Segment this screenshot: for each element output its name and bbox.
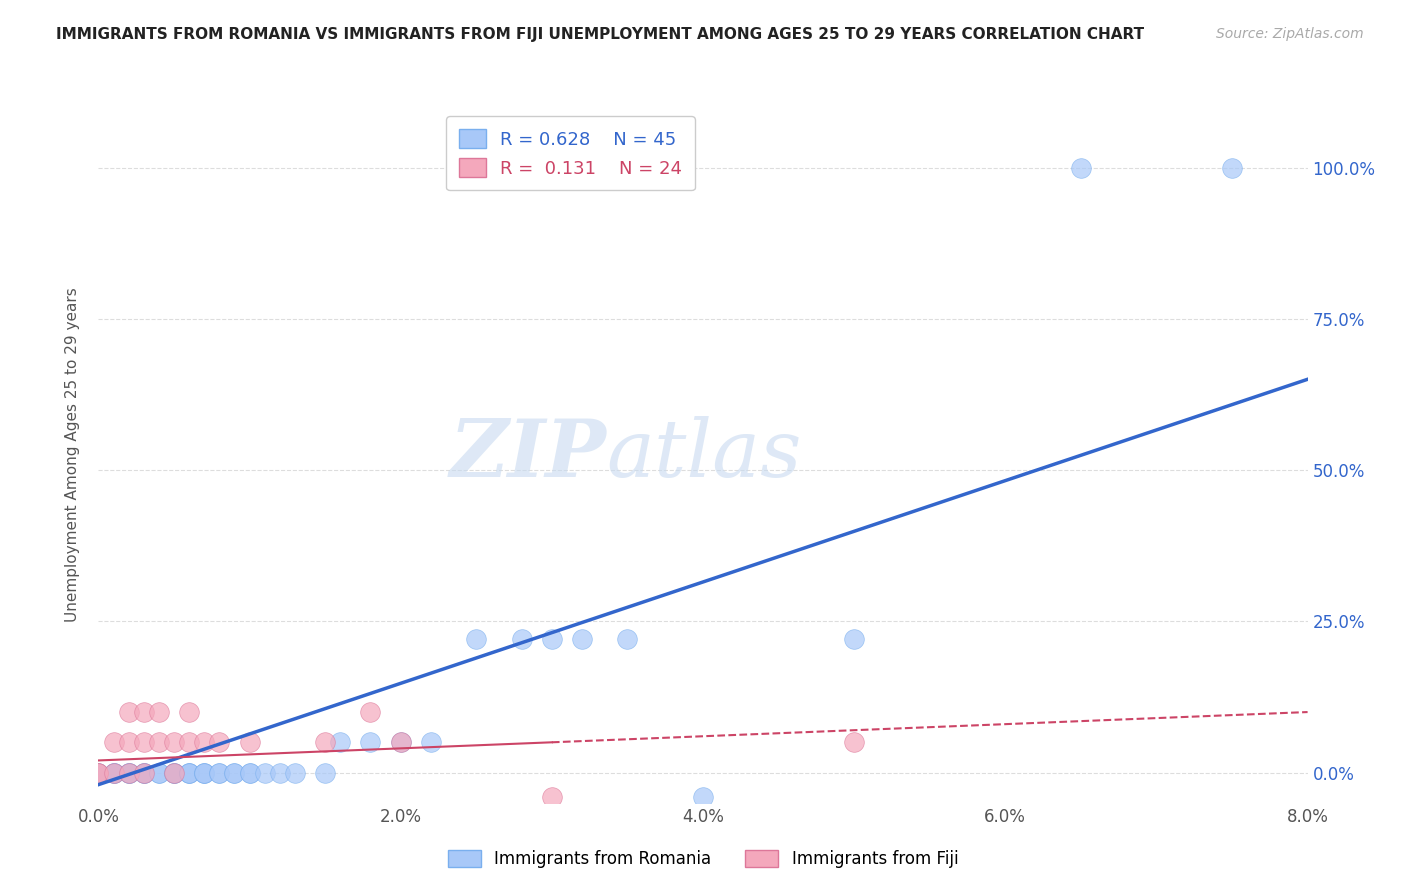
Point: [118, 765, 141, 780]
Point: [179, 765, 201, 780]
Point: [87, 765, 110, 780]
Point: [239, 765, 262, 780]
Point: [87, 765, 110, 780]
Point: [208, 765, 231, 780]
Point: [284, 765, 307, 780]
Point: [163, 765, 186, 780]
Point: [103, 765, 125, 780]
Point: [1070, 161, 1092, 175]
Point: [132, 765, 155, 780]
Point: [163, 765, 186, 780]
Point: [193, 765, 215, 780]
Point: [163, 765, 186, 780]
Point: [465, 632, 488, 647]
Point: [193, 735, 215, 749]
Point: [179, 765, 201, 780]
Point: [87, 765, 110, 780]
Point: [360, 735, 382, 749]
Point: [132, 765, 155, 780]
Point: [329, 735, 352, 749]
Point: [148, 765, 170, 780]
Point: [420, 735, 443, 749]
Point: [208, 765, 231, 780]
Point: [389, 735, 412, 749]
Point: [571, 632, 593, 647]
Point: [132, 735, 155, 749]
Point: [844, 632, 866, 647]
Point: [179, 705, 201, 719]
Point: [179, 735, 201, 749]
Point: [118, 765, 141, 780]
Point: [148, 705, 170, 719]
Point: [1220, 161, 1243, 175]
Point: [844, 735, 866, 749]
Legend: R = 0.628    N = 45, R =  0.131    N = 24: R = 0.628 N = 45, R = 0.131 N = 24: [446, 116, 695, 190]
Point: [692, 789, 714, 804]
Point: [103, 765, 125, 780]
Point: [132, 765, 155, 780]
Point: [224, 765, 246, 780]
Point: [118, 735, 141, 749]
Text: atlas: atlas: [606, 417, 801, 493]
Point: [360, 705, 382, 719]
Point: [541, 789, 564, 804]
Point: [224, 765, 246, 780]
Point: [163, 765, 186, 780]
Point: [163, 735, 186, 749]
Point: [87, 765, 110, 780]
Point: [541, 632, 564, 647]
Point: [103, 765, 125, 780]
Point: [103, 735, 125, 749]
Point: [148, 765, 170, 780]
Point: [103, 765, 125, 780]
Point: [118, 765, 141, 780]
Point: [253, 765, 276, 780]
Point: [118, 705, 141, 719]
Text: ZIP: ZIP: [450, 417, 606, 493]
Text: IMMIGRANTS FROM ROMANIA VS IMMIGRANTS FROM FIJI UNEMPLOYMENT AMONG AGES 25 TO 29: IMMIGRANTS FROM ROMANIA VS IMMIGRANTS FR…: [56, 27, 1144, 42]
Text: Source: ZipAtlas.com: Source: ZipAtlas.com: [1216, 27, 1364, 41]
Point: [239, 735, 262, 749]
Point: [208, 735, 231, 749]
Point: [132, 765, 155, 780]
Point: [389, 735, 412, 749]
Point: [314, 765, 336, 780]
Point: [616, 632, 638, 647]
Point: [118, 765, 141, 780]
Point: [132, 705, 155, 719]
Point: [510, 632, 533, 647]
Point: [239, 765, 262, 780]
Y-axis label: Unemployment Among Ages 25 to 29 years: Unemployment Among Ages 25 to 29 years: [65, 287, 80, 623]
Point: [269, 765, 291, 780]
Point: [179, 765, 201, 780]
Point: [148, 735, 170, 749]
Point: [193, 765, 215, 780]
Point: [314, 735, 336, 749]
Legend: Immigrants from Romania, Immigrants from Fiji: Immigrants from Romania, Immigrants from…: [441, 843, 965, 875]
Point: [193, 765, 215, 780]
